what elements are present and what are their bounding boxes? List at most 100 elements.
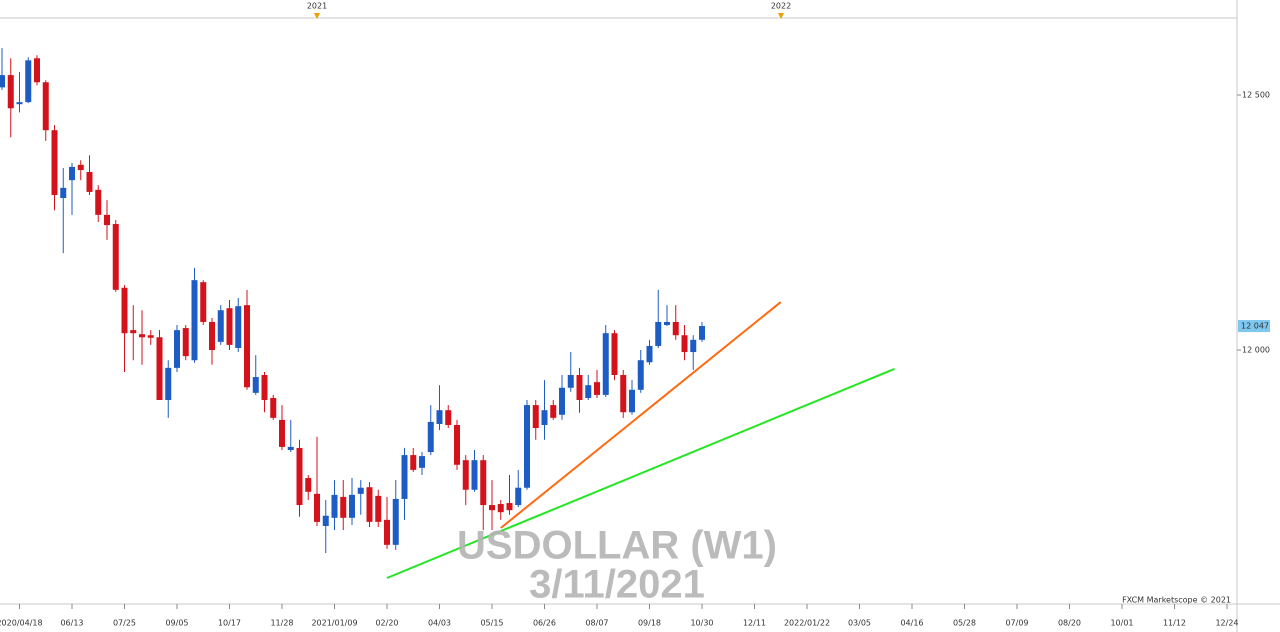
- y-tick-label: 12 500: [1242, 91, 1270, 100]
- candle-body: [454, 424, 460, 465]
- year-marker: [778, 13, 784, 19]
- x-tick-label: 07/09: [1005, 619, 1028, 628]
- x-tick-label: 12/24: [1215, 619, 1238, 628]
- candle-body: [602, 333, 609, 395]
- x-tick-label: 2021/01/09: [311, 619, 357, 628]
- candle-body: [506, 503, 513, 511]
- candle-body: [0, 75, 5, 88]
- candle-body: [174, 330, 180, 368]
- candle-body: [436, 410, 443, 424]
- candle-body: [340, 496, 347, 518]
- x-tick-label: 11/28: [270, 619, 293, 628]
- x-tick-label: 04/16: [900, 619, 923, 628]
- footer: FXCM Marketscope © 2021: [1122, 596, 1231, 605]
- candle-body: [60, 187, 67, 199]
- x-tick-label: 09/18: [638, 619, 661, 628]
- candle-body: [86, 172, 93, 192]
- candle-body: [611, 333, 618, 376]
- candle-body: [121, 287, 128, 334]
- candle-body: [305, 478, 312, 492]
- candle-body: [699, 326, 705, 340]
- candle-body: [427, 421, 434, 453]
- candle-body: [314, 493, 320, 522]
- candle-body: [77, 164, 84, 170]
- trend-line: [386, 367, 895, 579]
- candle-body: [515, 487, 522, 506]
- candle-body: [182, 328, 189, 357]
- candle-body: [226, 308, 233, 345]
- x-tick-label: 08/07: [585, 619, 608, 628]
- candle-body: [139, 334, 145, 338]
- candle-body: [489, 505, 495, 511]
- candle-body: [681, 335, 688, 353]
- x-tick-label: 05/28: [953, 619, 976, 628]
- candle-body: [34, 58, 40, 83]
- candle-body: [384, 519, 390, 545]
- candle-body: [200, 282, 207, 322]
- x-tick-label: 05/15: [480, 619, 503, 628]
- x-tick-label: 10/17: [218, 619, 241, 628]
- x-tick-label: 06/26: [533, 619, 556, 628]
- candle-body: [51, 130, 58, 195]
- candle-body: [331, 494, 338, 518]
- candle-body: [637, 360, 644, 390]
- candle-body: [559, 387, 565, 415]
- x-tick-label: 08/20: [1058, 619, 1081, 628]
- candle-body: [480, 460, 487, 506]
- x-tick-label: 03/05: [848, 619, 871, 628]
- y-tick-label: 12 000: [1242, 346, 1270, 355]
- candle-body: [690, 339, 697, 353]
- candle-body: [567, 375, 574, 388]
- candle-body: [7, 75, 14, 109]
- candle-body: [497, 504, 504, 513]
- candle-body: [209, 321, 215, 351]
- candle-body: [550, 405, 557, 418]
- candle-body: [664, 321, 670, 326]
- candle-body: [130, 330, 137, 334]
- candle-body: [594, 382, 600, 395]
- x-tick-label: 04/03: [428, 619, 451, 628]
- candle-body: [629, 389, 635, 413]
- candle-body: [524, 405, 530, 488]
- watermark-symbol: USDOLLAR (W1): [457, 524, 777, 568]
- candle-body: [322, 515, 329, 526]
- last-price-box: [1238, 320, 1270, 333]
- candle-body: [462, 460, 469, 490]
- year-marker: [314, 13, 320, 19]
- x-tick-label: 10/30: [690, 619, 713, 628]
- candle-body: [156, 337, 163, 400]
- x-tick-label: 11/12: [1163, 619, 1186, 628]
- candle-body: [95, 189, 102, 215]
- candle-body: [349, 494, 355, 518]
- candle-body: [217, 310, 224, 342]
- marks: [0, 48, 895, 579]
- x-tick-label: 2020/04/18: [0, 619, 43, 628]
- candle-body: [419, 456, 425, 468]
- candle-body: [252, 377, 259, 393]
- trend-line: [500, 301, 782, 529]
- candle-body: [410, 455, 417, 470]
- year-label: 2021: [307, 2, 327, 11]
- watermark-date: 3/11/2021: [529, 563, 705, 607]
- candle-body: [244, 305, 250, 388]
- x-tick-label: 07/25: [113, 619, 136, 628]
- candle-body: [357, 487, 364, 494]
- candle-body: [69, 166, 75, 181]
- candle-body: [42, 82, 49, 131]
- candle-body: [585, 385, 592, 398]
- candle-body: [532, 405, 539, 429]
- candle-body: [16, 102, 23, 105]
- candle-body: [25, 60, 32, 103]
- candle-body: [375, 495, 382, 522]
- candle-body: [392, 498, 399, 545]
- x-tick-label: 10/01: [1110, 619, 1133, 628]
- candle-body: [366, 487, 373, 522]
- candle-body: [672, 321, 679, 336]
- candle-body: [445, 410, 452, 425]
- candle-body: [296, 447, 303, 506]
- candle-body: [655, 321, 662, 346]
- x-tick-label: 02/20: [375, 619, 398, 628]
- x-tick-label: 06/13: [60, 619, 83, 628]
- candle-body: [287, 446, 294, 450]
